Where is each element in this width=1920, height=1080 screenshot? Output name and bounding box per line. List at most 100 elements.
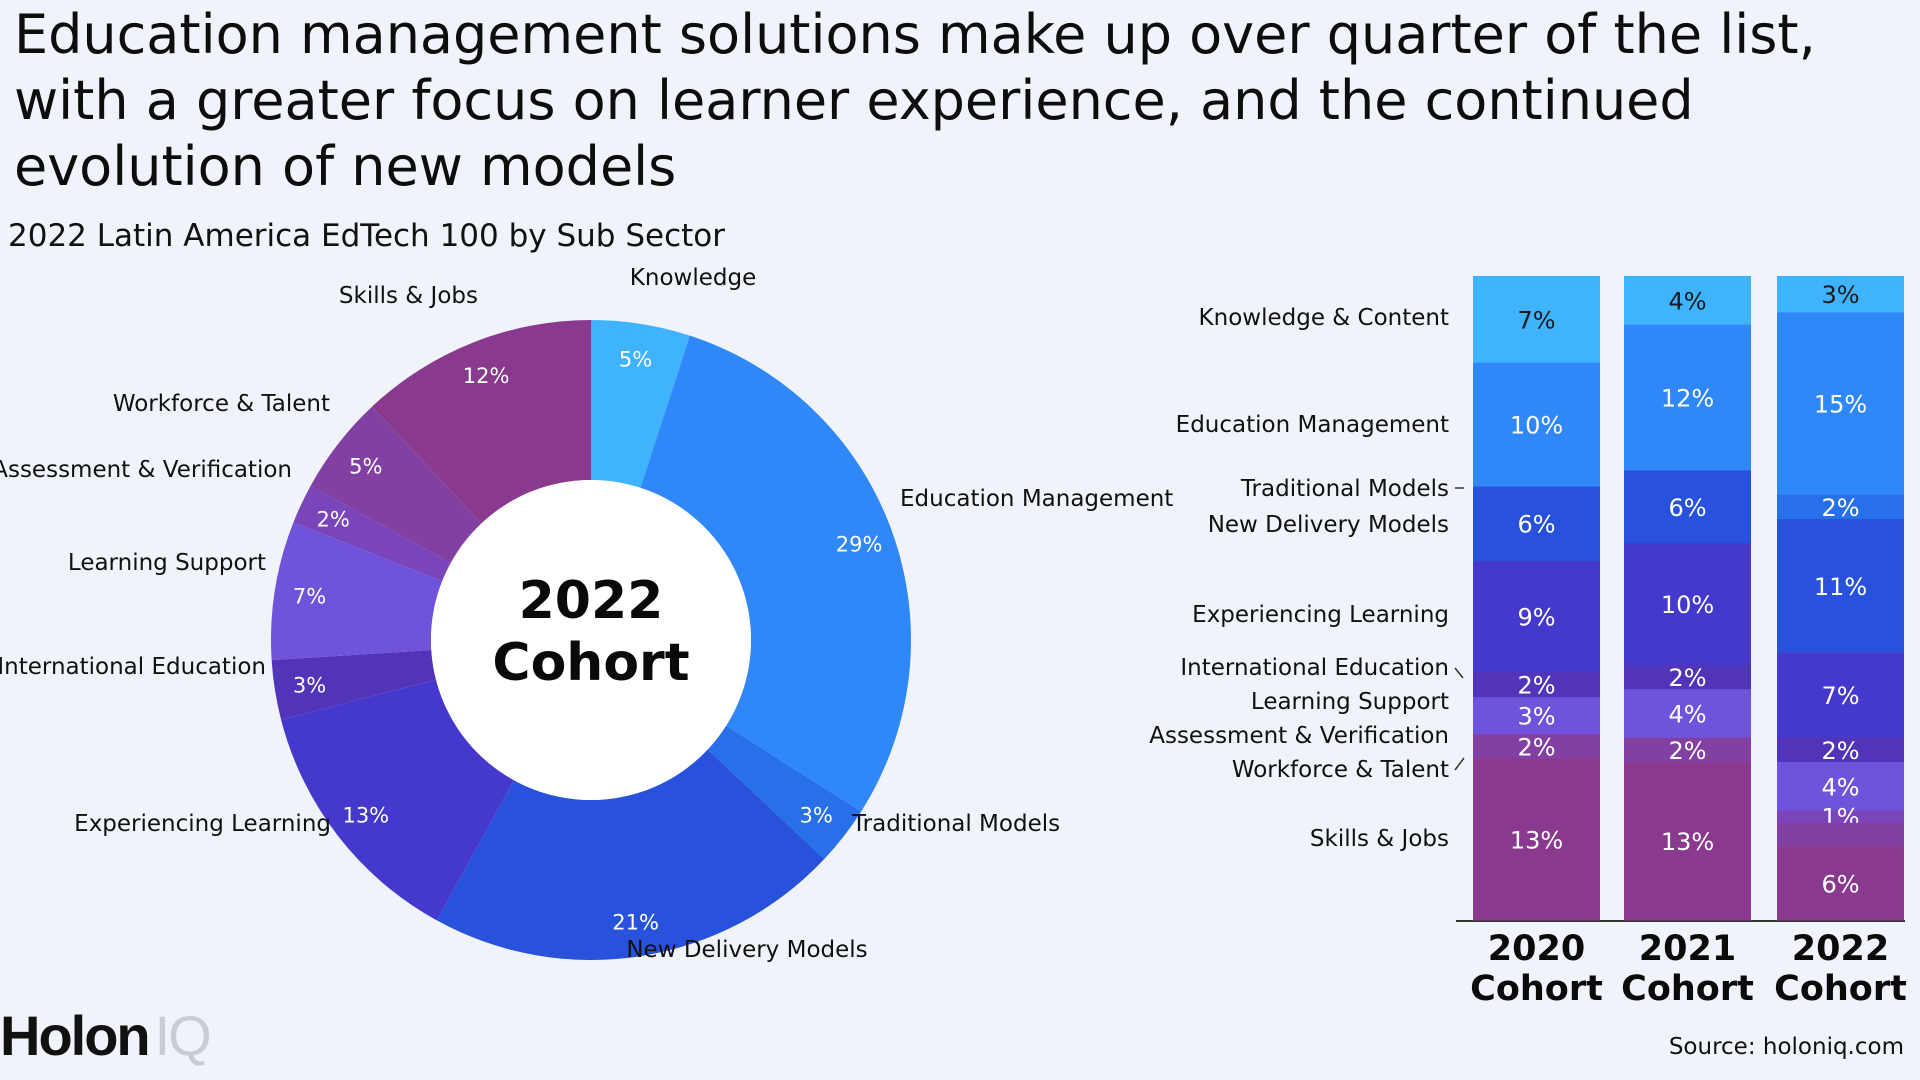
donut-value-label: 3% — [800, 804, 833, 828]
bar-category-label: 2020 — [1488, 929, 1585, 969]
bar-segment-workforce-and-talent — [1777, 822, 1904, 848]
bar-category-label: 2022 — [1792, 929, 1889, 969]
bar-segment-traditional-models — [1777, 494, 1904, 520]
bar-value-label: 15% — [1814, 391, 1867, 419]
bar-value-label: 9% — [1517, 604, 1555, 632]
bar-category-label: 2021 — [1639, 929, 1736, 969]
donut-slice-new-delivery-models — [436, 749, 825, 960]
donut-category-label: Assessment & Verification — [0, 457, 292, 483]
donut-value-label: 5% — [349, 454, 382, 478]
bar-segment-new-delivery-models — [1473, 486, 1600, 562]
legend-leader-line — [1454, 757, 1465, 771]
bar-legend-new-delivery-models: New Delivery Models — [1208, 512, 1449, 538]
donut-category-label: Knowledge — [630, 265, 756, 291]
bar-segment-international-education — [1624, 664, 1751, 690]
bar-segment-experiencing-learning — [1624, 543, 1751, 666]
donut-category-label: Skills & Jobs — [339, 283, 478, 309]
bar-segment-education-management — [1777, 312, 1904, 496]
bar-legend-workforce-and-talent: Workforce & Talent — [1232, 757, 1449, 783]
donut-slice-learning-support — [270, 522, 443, 661]
bar-segment-knowledge-and-content — [1473, 276, 1600, 364]
legend-leader-line — [1454, 667, 1464, 679]
bar-category-label: Cohort — [1774, 969, 1907, 1009]
bar-legend-assessment-and-verification: Assessment & Verification — [1149, 723, 1449, 749]
donut-slice-traditional-models — [707, 725, 862, 860]
bar-legend-knowledge-and-content: Knowledge & Content — [1199, 305, 1449, 331]
bar-value-label: 4% — [1821, 773, 1859, 801]
donut-center-label: 2022 — [519, 571, 664, 631]
donut-slice-skills-and-jobs — [371, 320, 591, 524]
bar-value-label: 3% — [1821, 281, 1859, 309]
donut-category-label: Traditional Models — [851, 811, 1060, 837]
bar-legend-education-management: Education Management — [1176, 412, 1449, 438]
donut-center-label: Cohort — [492, 633, 689, 693]
donut-slice-international-education — [271, 650, 437, 720]
bar-legend-learning-support: Learning Support — [1251, 689, 1449, 715]
bar-value-label: 11% — [1814, 573, 1867, 601]
donut-value-label: 5% — [619, 348, 652, 372]
bar-segment-skills-and-jobs — [1777, 847, 1904, 921]
bar-segment-learning-support — [1777, 762, 1904, 812]
donut-value-label: 2% — [316, 508, 349, 532]
donut-chart: 5% Knowledge 29% Education Management 3% Trad… — [0, 265, 1173, 963]
bar-category-label: Cohort — [1621, 969, 1754, 1009]
bar-legend-international-education: International Education — [1180, 655, 1449, 681]
bar-value-label: 10% — [1510, 412, 1563, 440]
bar-value-label: 2% — [1821, 737, 1859, 765]
bar-segment-education-management — [1473, 362, 1600, 488]
bar-value-label: 12% — [1661, 385, 1714, 413]
bar-segment-assessment-and-verification — [1777, 810, 1904, 824]
bar-value-label: 13% — [1661, 828, 1714, 856]
stacked-bar-chart: 7%10%6%9%2%3%2%13%2020Cohort4%12%6%10%2%… — [1149, 276, 1907, 1009]
bar-segment-knowledge-and-content — [1777, 276, 1904, 313]
donut-slice-experiencing-learning — [281, 679, 514, 921]
chart-subtitle: 2022 Latin America EdTech 100 by Sub Sec… — [8, 218, 725, 254]
donut-value-label: 21% — [612, 910, 659, 934]
donut-category-label: Workforce & Talent — [113, 391, 330, 417]
bar-value-label: 4% — [1668, 287, 1706, 315]
donut-value-label: 7% — [293, 584, 326, 608]
bar-value-label: 10% — [1661, 591, 1714, 619]
donut-center — [431, 480, 751, 800]
donut-value-label: 13% — [342, 804, 389, 828]
donut-category-label: Experiencing Learning — [74, 811, 331, 837]
donut-category-label: New Delivery Models — [626, 937, 867, 963]
bar-segment-education-management — [1624, 324, 1751, 471]
bar-segment-learning-support — [1473, 697, 1600, 735]
bar-value-label: 2% — [1517, 672, 1555, 700]
bar-segment-knowledge-and-content — [1624, 276, 1751, 326]
bar-legend-experiencing-learning: Experiencing Learning — [1192, 602, 1449, 628]
bar-value-label: 7% — [1517, 306, 1555, 334]
bar-legend-skills-and-jobs: Skills & Jobs — [1310, 826, 1449, 852]
bar-segment-workforce-and-talent — [1473, 734, 1600, 760]
donut-category-label: Learning Support — [68, 550, 266, 576]
bar-value-label: 6% — [1668, 494, 1706, 522]
donut-category-label: International Education — [0, 654, 266, 680]
bar-value-label: 2% — [1668, 664, 1706, 692]
donut-value-label: 3% — [293, 674, 326, 698]
bar-segment-skills-and-jobs — [1473, 759, 1600, 921]
donut-value-label: 29% — [836, 532, 883, 556]
bar-category-label: Cohort — [1470, 969, 1603, 1009]
bar-legend-traditional-models: Traditional Models — [1240, 476, 1449, 502]
bar-segment-workforce-and-talent — [1624, 737, 1751, 763]
source-note: Source: holoniq.com — [1668, 1034, 1904, 1060]
bar-segment-skills-and-jobs — [1624, 762, 1751, 921]
bar-value-label: 13% — [1510, 827, 1563, 855]
logo-accent-text: IQ — [154, 1004, 212, 1067]
bar-segment-learning-support — [1624, 689, 1751, 739]
donut-slice-knowledge — [591, 320, 690, 488]
bar-value-label: 3% — [1517, 703, 1555, 731]
bar-value-label: 6% — [1821, 871, 1859, 899]
bar-segment-international-education — [1473, 672, 1600, 698]
bar-segment-experiencing-learning — [1473, 560, 1600, 673]
donut-value-label: 12% — [463, 364, 510, 388]
bar-value-label: 4% — [1668, 700, 1706, 728]
bar-value-label: 6% — [1517, 511, 1555, 539]
bar-segment-experiencing-learning — [1777, 652, 1904, 739]
logo-main-text: Holon — [0, 1004, 151, 1067]
bar-value-label: 2% — [1517, 734, 1555, 762]
bar-value-label: 2% — [1668, 737, 1706, 765]
headline: Education management solutions make up o… — [14, 3, 1816, 198]
